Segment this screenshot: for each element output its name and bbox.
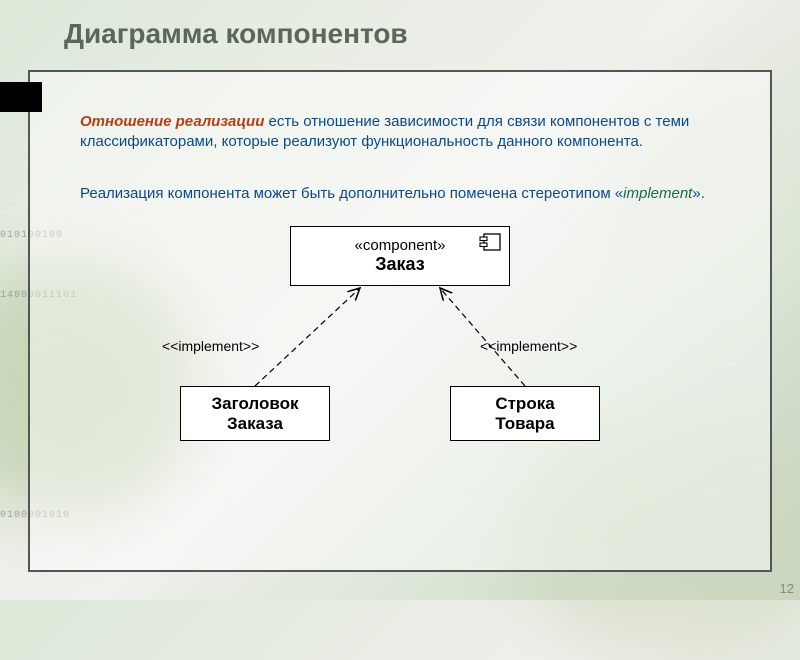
emphasis-term: Отношение реализации bbox=[80, 113, 264, 130]
node-line1: Строка bbox=[495, 394, 554, 414]
edge-label-left: <<implement>> bbox=[162, 338, 259, 354]
paragraph-stereotype: Реализация компонента может быть дополни… bbox=[80, 184, 780, 204]
page-title: Диаграмма компонентов bbox=[64, 18, 408, 50]
decorative-black-box bbox=[0, 82, 42, 112]
node-header: Заголовок Заказа bbox=[180, 386, 330, 441]
uml-diagram: «component» Заказ Заголовок Заказа Строк… bbox=[140, 226, 680, 476]
p2-after: ». bbox=[692, 185, 705, 202]
edge-label-right: <<implement>> bbox=[480, 338, 577, 354]
paragraph-realization: Отношение реализации есть отношение зави… bbox=[80, 112, 780, 153]
component-icon bbox=[479, 233, 501, 251]
node-line2: Заказа bbox=[227, 414, 283, 434]
node-line1: Заголовок bbox=[211, 394, 298, 414]
node-label: Заказ bbox=[375, 254, 424, 275]
node-line2: Товара bbox=[495, 414, 554, 434]
node-component: «component» Заказ bbox=[290, 226, 510, 286]
keyword-implement: implement bbox=[623, 185, 692, 202]
p2-before: Реализация компонента может быть дополни… bbox=[80, 185, 623, 202]
edge-left bbox=[255, 288, 360, 386]
page-number: 12 bbox=[780, 581, 794, 596]
edge-right bbox=[440, 288, 525, 386]
node-row: Строка Товара bbox=[450, 386, 600, 441]
node-stereotype: «component» bbox=[355, 237, 446, 254]
